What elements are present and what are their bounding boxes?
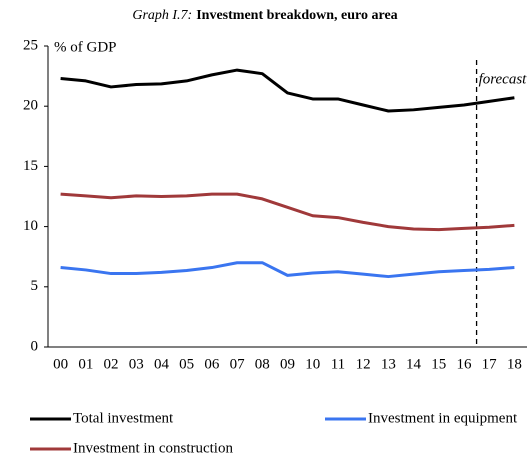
legend-label: Investment in construction <box>73 440 233 456</box>
x-tick-label: 11 <box>331 356 345 372</box>
forecast-label: forecast <box>479 71 528 87</box>
x-tick-label: 16 <box>456 356 472 372</box>
y-tick-label: 0 <box>31 338 39 354</box>
title-text: Investment breakdown, euro area <box>196 8 397 23</box>
y-tick-label: 20 <box>23 98 38 114</box>
title-label: Graph I.7: <box>132 8 192 23</box>
x-tick-label: 12 <box>356 356 371 372</box>
y-tick-label: 10 <box>23 218 38 234</box>
x-tick-label: 09 <box>280 356 295 372</box>
y-tick-label: 15 <box>23 158 38 174</box>
x-tick-label: 08 <box>255 356 270 372</box>
x-tick-label: 17 <box>482 356 498 372</box>
x-tick-label: 05 <box>179 356 194 372</box>
y-tick-label: 5 <box>31 278 39 294</box>
x-tick-label: 04 <box>154 356 170 372</box>
y-axis-label: % of GDP <box>54 39 117 55</box>
chart-title: Graph I.7: Investment breakdown, euro are… <box>132 8 397 23</box>
series-line <box>60 68 515 113</box>
x-tick-label: 02 <box>104 356 119 372</box>
x-tick-label: 07 <box>230 356 246 372</box>
x-tick-label: 14 <box>406 356 422 372</box>
x-tick-label: 18 <box>507 356 522 372</box>
series-line <box>60 261 515 279</box>
legend-label: Total investment <box>73 410 174 426</box>
x-tick-label: 10 <box>305 356 320 372</box>
x-tick-label: 00 <box>53 356 68 372</box>
x-tick-label: 15 <box>431 356 446 372</box>
x-tick-label: 13 <box>381 356 396 372</box>
x-tick-label: 01 <box>78 356 93 372</box>
series-line <box>60 192 515 232</box>
legend-label: Investment in equipment <box>368 410 518 426</box>
x-tick-label: 06 <box>204 356 220 372</box>
y-tick-label: 25 <box>23 37 38 53</box>
x-tick-label: 03 <box>129 356 144 372</box>
